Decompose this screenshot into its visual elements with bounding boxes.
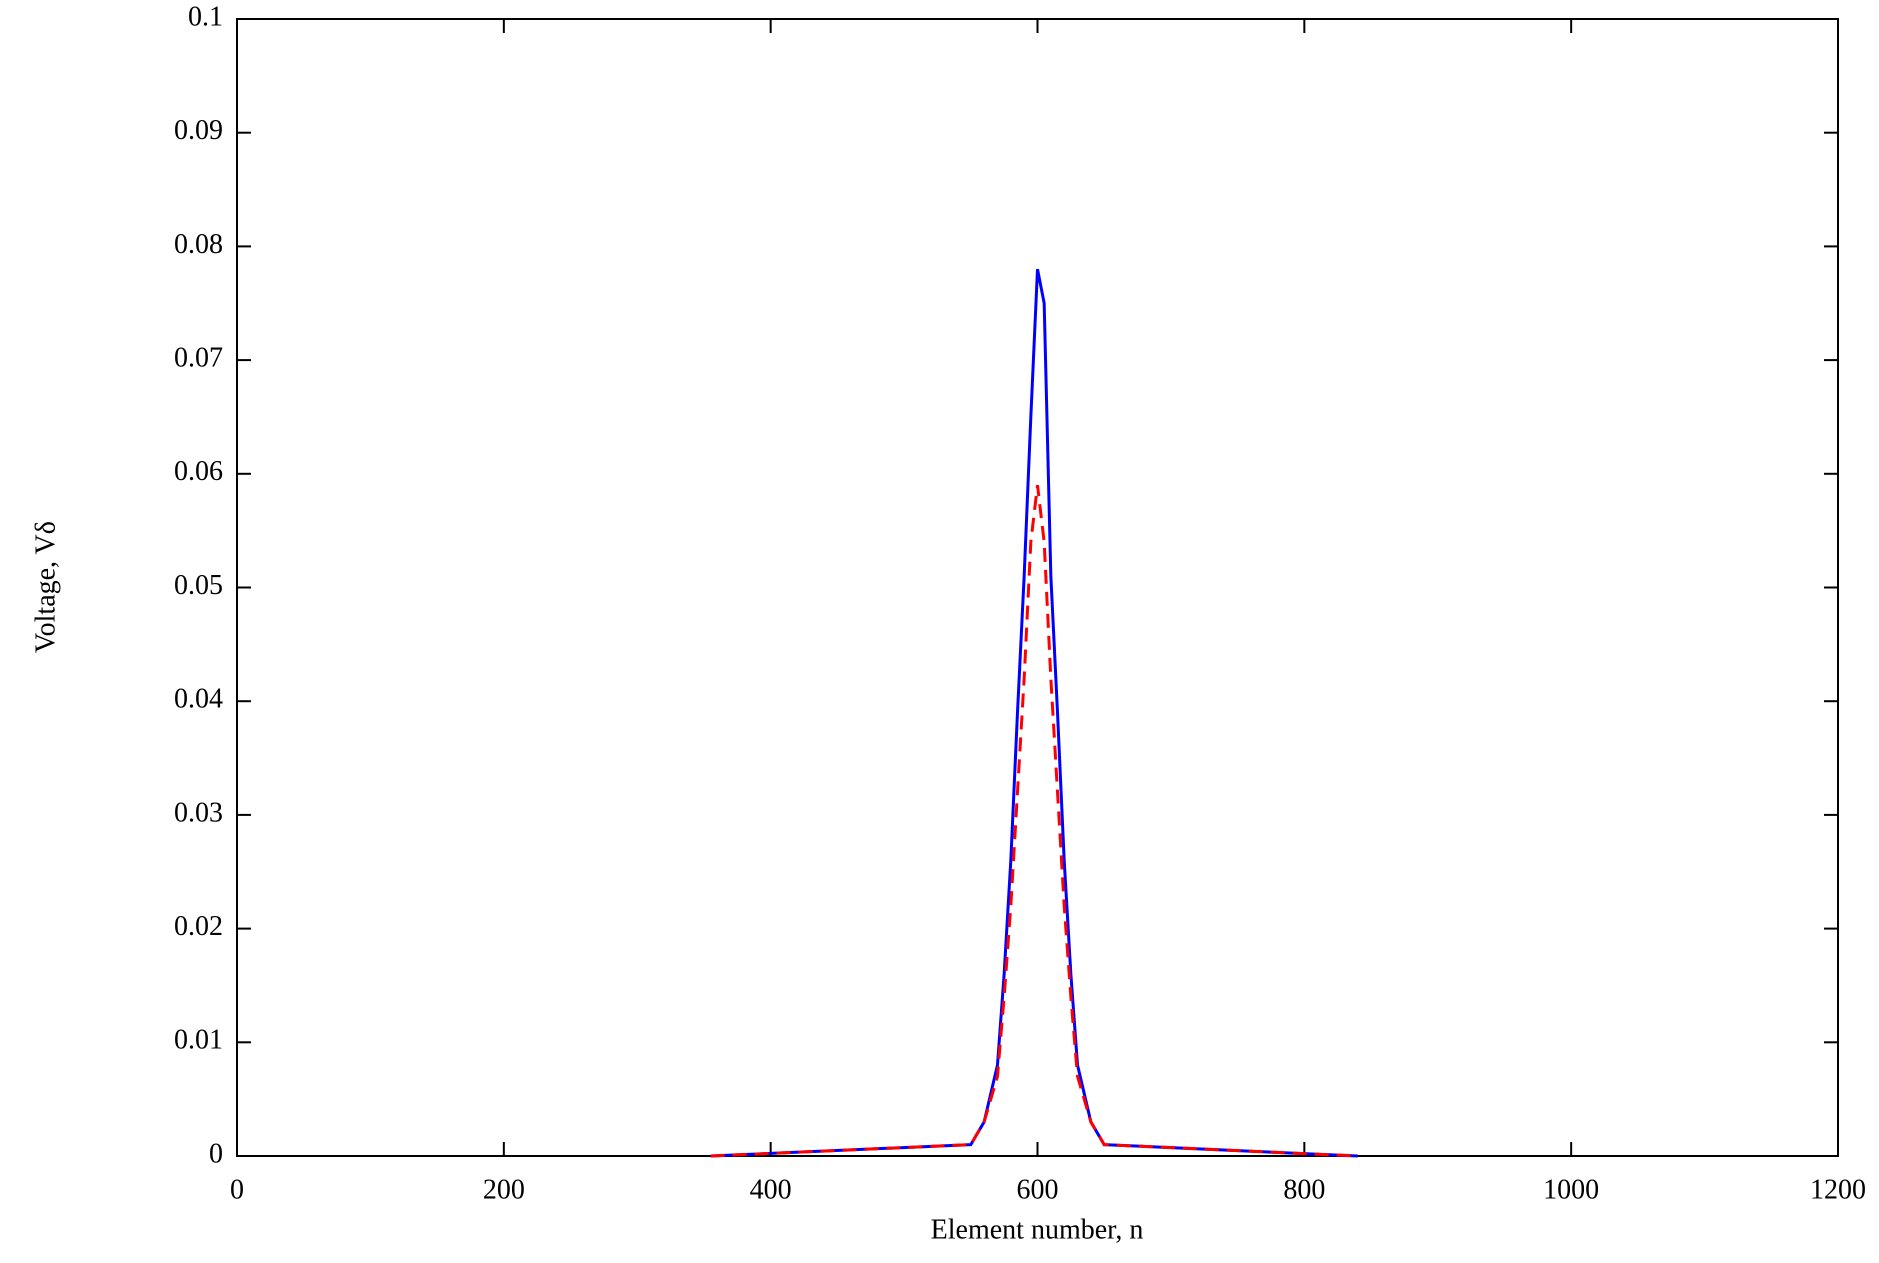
y-tick-label: 0.1 (188, 1, 223, 32)
series-line (710, 268, 1358, 1158)
x-tick-label: 1200 (1810, 1174, 1866, 1205)
y-tick-label: 0.04 (174, 684, 223, 715)
y-tick-label: 0.01 (174, 1025, 223, 1056)
x-tick-label: 200 (483, 1174, 525, 1205)
y-tick-label: 0.09 (174, 115, 223, 146)
y-tick-label: 0.02 (174, 911, 223, 942)
y-tick-label: 0 (209, 1138, 223, 1169)
series-line (710, 484, 1358, 1158)
y-tick-label: 0.06 (174, 456, 223, 487)
y-tick-label: 0.08 (174, 229, 223, 260)
x-tick-label: 0 (230, 1174, 244, 1205)
x-tick-label: 600 (1017, 1174, 1059, 1205)
x-tick-label: 800 (1283, 1174, 1325, 1205)
y-tick-label: 0.03 (174, 797, 223, 828)
x-tick-label: 1000 (1543, 1174, 1599, 1205)
y-tick-label: 0.07 (174, 343, 223, 374)
y-axis-label: Voltage, Vδ (30, 521, 61, 653)
x-axis-label: Element number, n (931, 1214, 1144, 1245)
y-tick-label: 0.05 (174, 570, 223, 601)
plot-frame (236, 18, 1839, 1157)
x-tick-label: 400 (750, 1174, 792, 1205)
